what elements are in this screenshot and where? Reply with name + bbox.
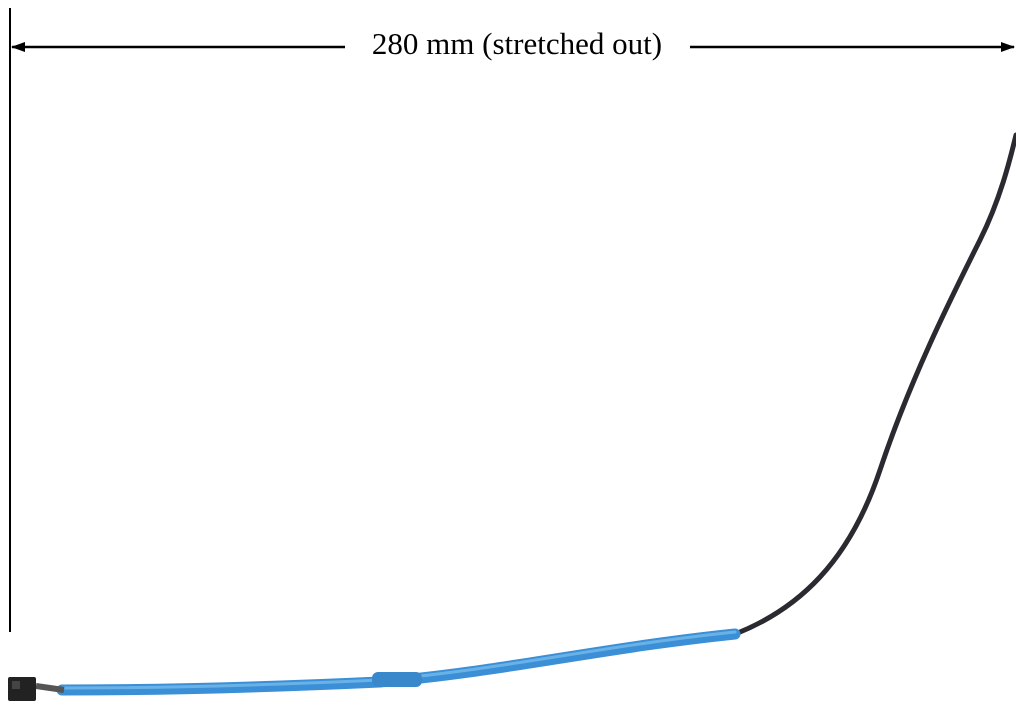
sleeve-joint (372, 672, 422, 687)
connector-detail (12, 681, 20, 689)
connector-neck (35, 683, 65, 693)
dimension-label: 280 mm (stretched out) (372, 26, 662, 61)
wire (727, 132, 1016, 639)
